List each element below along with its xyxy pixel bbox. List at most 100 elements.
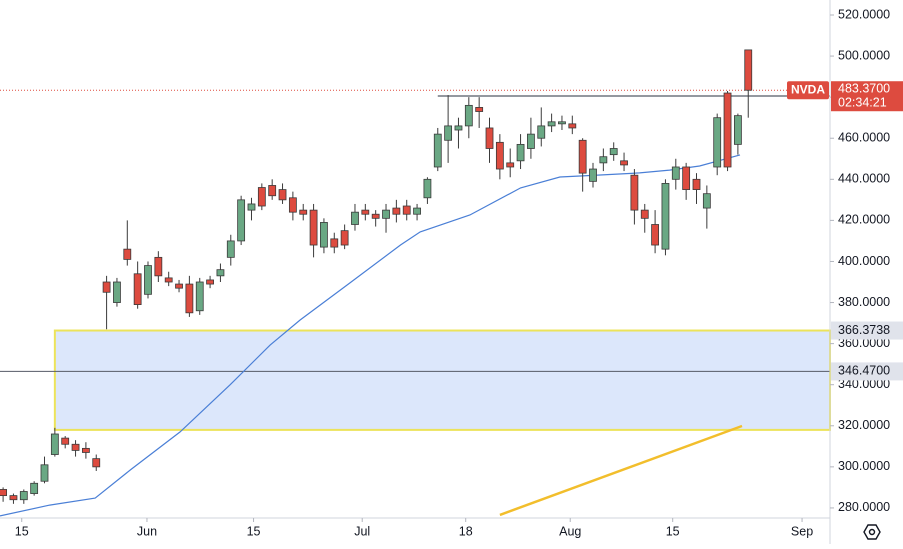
candle-body — [485, 127, 494, 149]
candle-body — [113, 281, 121, 303]
candle-body — [516, 143, 525, 162]
candle-body — [278, 189, 287, 201]
candle-body — [599, 156, 608, 164]
candle-body — [651, 224, 659, 246]
candle-body — [682, 166, 691, 190]
axes: 280.0000300.0000320.0000340.0000360.0000… — [15, 7, 903, 538]
symbol-label: NVDA — [791, 82, 825, 96]
candle-body — [40, 464, 49, 482]
candle-body — [506, 162, 515, 168]
candle-body — [340, 230, 349, 246]
candle-body — [216, 269, 225, 277]
y-tick-label: 440.0000 — [838, 172, 890, 186]
price-label: 366.3738 — [838, 323, 890, 337]
y-tick-label: 340.0000 — [838, 377, 890, 391]
candle-body — [702, 193, 711, 209]
candle-body — [392, 207, 401, 215]
x-tick-label: 18 — [459, 524, 473, 538]
candle-body — [402, 205, 411, 215]
plot-area — [0, 49, 831, 517]
price-label-box — [831, 321, 903, 340]
candle-body — [568, 123, 577, 129]
x-tick-label: Jun — [137, 524, 157, 538]
candle-body — [413, 207, 421, 215]
candle-body — [558, 121, 566, 125]
candle-body — [444, 125, 453, 141]
candle-body — [50, 433, 59, 455]
candle-body — [195, 281, 204, 312]
y-tick-label: 380.0000 — [838, 295, 890, 309]
y-tick-label: 400.0000 — [838, 254, 890, 268]
candle-body — [671, 166, 680, 180]
y-tick-label: 420.0000 — [838, 213, 890, 227]
candle-body — [226, 240, 235, 258]
price-label-box — [831, 362, 903, 381]
candle-body — [723, 92, 732, 168]
y-tick-label: 320.0000 — [838, 418, 890, 432]
candle-body — [268, 185, 277, 197]
candle-body — [640, 209, 649, 219]
x-tick-label: 15 — [15, 524, 29, 538]
candle-body — [237, 199, 246, 242]
candle-body — [371, 213, 380, 219]
x-tick-label: Jul — [354, 524, 370, 538]
candle-body — [454, 125, 463, 131]
candle-body — [630, 174, 639, 211]
x-tick-label: Sep — [791, 524, 813, 538]
symbol-box — [787, 81, 829, 100]
candle-body — [537, 125, 546, 139]
candle-body — [713, 117, 722, 168]
candle-body — [154, 256, 163, 277]
candle-body — [475, 107, 484, 112]
candle-body — [464, 104, 473, 127]
countdown-label: 02:34:21 — [838, 96, 887, 110]
candle-body — [423, 178, 432, 199]
candle-body — [123, 248, 132, 260]
candle-body — [299, 209, 308, 215]
candle-body — [81, 447, 90, 453]
candle-body — [547, 121, 556, 127]
candle-body — [692, 178, 701, 190]
candle-body — [9, 495, 18, 501]
candle-body — [744, 49, 753, 91]
candle-body — [164, 277, 173, 283]
candle-body — [433, 133, 442, 168]
candle-body — [92, 458, 101, 468]
candle-body — [19, 491, 28, 501]
candle-body — [661, 183, 670, 250]
y-tick-label: 520.0000 — [838, 7, 890, 21]
candle-body — [247, 203, 256, 211]
x-tick-label: 15 — [666, 524, 680, 538]
candle-body — [320, 222, 328, 248]
x-tick-label: 15 — [247, 524, 261, 538]
y-tick-label: 500.0000 — [838, 48, 890, 62]
candle-body — [620, 160, 628, 166]
price-label: 346.4700 — [838, 364, 890, 378]
settings-button[interactable] — [863, 524, 881, 540]
candle-body — [0, 489, 8, 497]
candle-body — [578, 139, 587, 174]
candle-body — [589, 168, 597, 182]
candle-body — [206, 279, 214, 285]
y-tick-label: 460.0000 — [838, 131, 890, 145]
candle-body — [185, 283, 194, 314]
last-price-box — [831, 81, 903, 112]
candle-body — [175, 283, 183, 289]
candle-body — [133, 273, 142, 305]
candle-body — [330, 238, 339, 248]
candle-body — [144, 265, 152, 295]
x-tick-label: Aug — [559, 524, 581, 538]
y-tick-label: 280.0000 — [838, 500, 890, 514]
candle-body — [609, 148, 618, 156]
candle-body — [361, 209, 370, 215]
moving-average — [0, 154, 741, 517]
gear-center[interactable] — [868, 528, 876, 536]
candle-body — [351, 211, 359, 225]
candle-body — [71, 443, 80, 451]
gear-icon[interactable] — [863, 524, 881, 540]
candle-body — [288, 197, 297, 213]
y-tick-label: 300.0000 — [838, 459, 890, 473]
